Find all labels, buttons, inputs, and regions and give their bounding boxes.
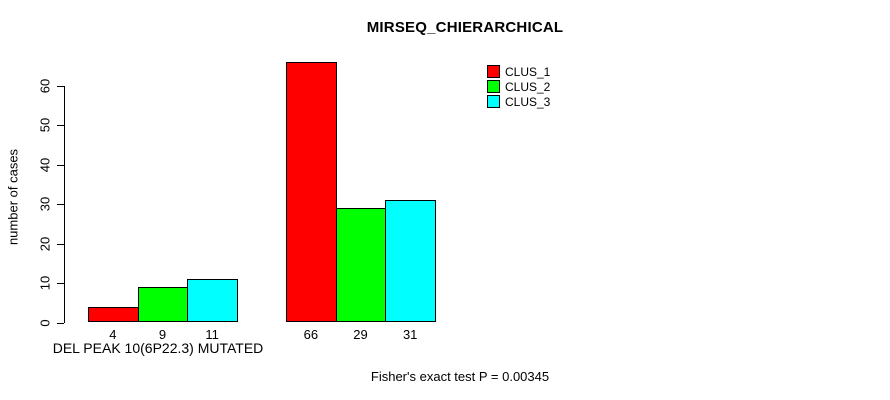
- y-axis-tick-label: 0: [37, 318, 53, 327]
- y-axis-tick: [56, 164, 64, 166]
- legend-item: CLUS_2: [487, 79, 550, 94]
- y-axis-tick-label: 30: [37, 196, 53, 212]
- bar-clus_3: [187, 279, 238, 323]
- y-axis-tick: [56, 125, 64, 126]
- bar-value-label: 66: [303, 326, 319, 342]
- bar-clus_2: [335, 207, 387, 323]
- y-axis-tick-label: 60: [37, 78, 53, 93]
- x-axis-label: DEL PEAK 10(6P22.3) MUTATED: [52, 340, 264, 356]
- legend: CLUS_1 CLUS_2 CLUS_3: [487, 64, 550, 109]
- y-axis-tick-label: 10: [37, 275, 53, 291]
- bar-clus_2: [137, 286, 189, 323]
- bar-value-label: 4: [109, 326, 117, 342]
- legend-item-label: CLUS_1: [505, 64, 551, 79]
- legend-item: CLUS_1: [487, 64, 550, 79]
- y-axis-label: number of cases: [5, 148, 21, 246]
- legend-swatch: [487, 80, 500, 93]
- bar-clus_3: [385, 200, 436, 323]
- y-axis-line: [63, 85, 65, 323]
- fisher-test-annotation: Fisher's exact test P = 0.00345: [370, 369, 550, 384]
- y-axis-tick: [56, 204, 64, 205]
- y-axis-tick-label: 50: [37, 117, 53, 133]
- y-axis-tick: [56, 322, 64, 324]
- bar-value-label: 11: [205, 326, 219, 342]
- y-axis-tick-label: 20: [37, 236, 53, 251]
- legend-item-label: CLUS_3: [505, 94, 551, 109]
- legend-item-label: CLUS_2: [505, 79, 551, 94]
- y-axis-tick: [56, 283, 64, 284]
- chart-title: MIRSEQ_CHIERARCHICAL: [366, 19, 564, 36]
- y-axis-tick: [56, 85, 64, 87]
- bar-value-label: 29: [353, 326, 368, 342]
- bar-clus_1: [286, 61, 337, 323]
- legend-item: CLUS_3: [487, 94, 550, 109]
- y-axis-tick-label: 40: [37, 157, 53, 172]
- bar-value-label: 9: [158, 326, 167, 342]
- y-axis-tick: [56, 243, 64, 245]
- bar-clus_1: [88, 306, 139, 323]
- legend-swatch: [487, 65, 500, 78]
- bar-value-label: 31: [402, 326, 418, 342]
- legend-swatch: [487, 95, 500, 108]
